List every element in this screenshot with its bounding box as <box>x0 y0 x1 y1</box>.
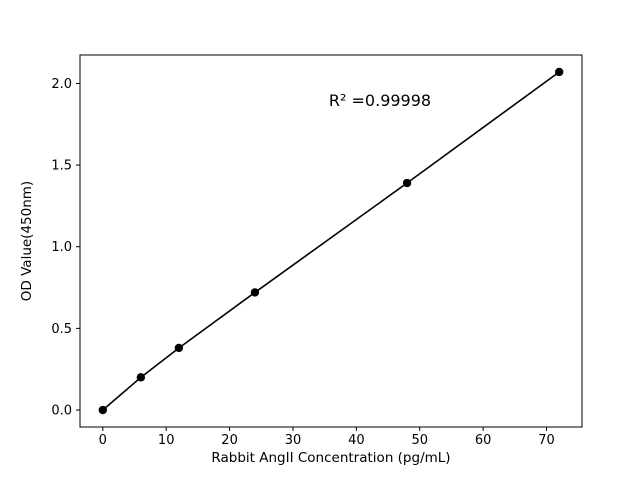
x-tick-label: 30 <box>285 433 302 448</box>
plot-content: 0 10 20 30 40 50 60 70 0.0 0.5 1.0 1.5 2.0 <box>51 54 583 448</box>
trend-line <box>102 71 560 411</box>
x-axis-label: Rabbit AngII Concentration (pg/mL) <box>211 450 450 466</box>
x-tick-label: 50 <box>411 433 428 448</box>
data-point <box>402 178 412 188</box>
x-tick-label: 0 <box>99 433 107 448</box>
y-tick-label: 0.0 <box>51 404 72 419</box>
y-tick-label: 1.5 <box>51 159 72 174</box>
data-point <box>250 288 260 297</box>
r-squared-annotation: R² =0.99998 <box>329 91 431 110</box>
data-point <box>98 405 108 415</box>
y-tick-label: 0.5 <box>51 322 72 337</box>
data-point <box>136 373 146 382</box>
x-tick-label: 10 <box>158 433 175 448</box>
y-tick-label: 2.0 <box>51 77 72 92</box>
x-tick-label: 60 <box>475 433 492 448</box>
x-tick-label: 40 <box>348 433 365 448</box>
plot-frame <box>79 54 583 428</box>
y-tick-label: 1.0 <box>51 240 72 255</box>
data-point <box>554 67 564 77</box>
x-tick-label: 20 <box>221 433 238 448</box>
x-tick-label: 70 <box>538 433 555 448</box>
y-axis-label: OD Value(450nm) <box>19 181 35 301</box>
data-point <box>174 343 184 353</box>
